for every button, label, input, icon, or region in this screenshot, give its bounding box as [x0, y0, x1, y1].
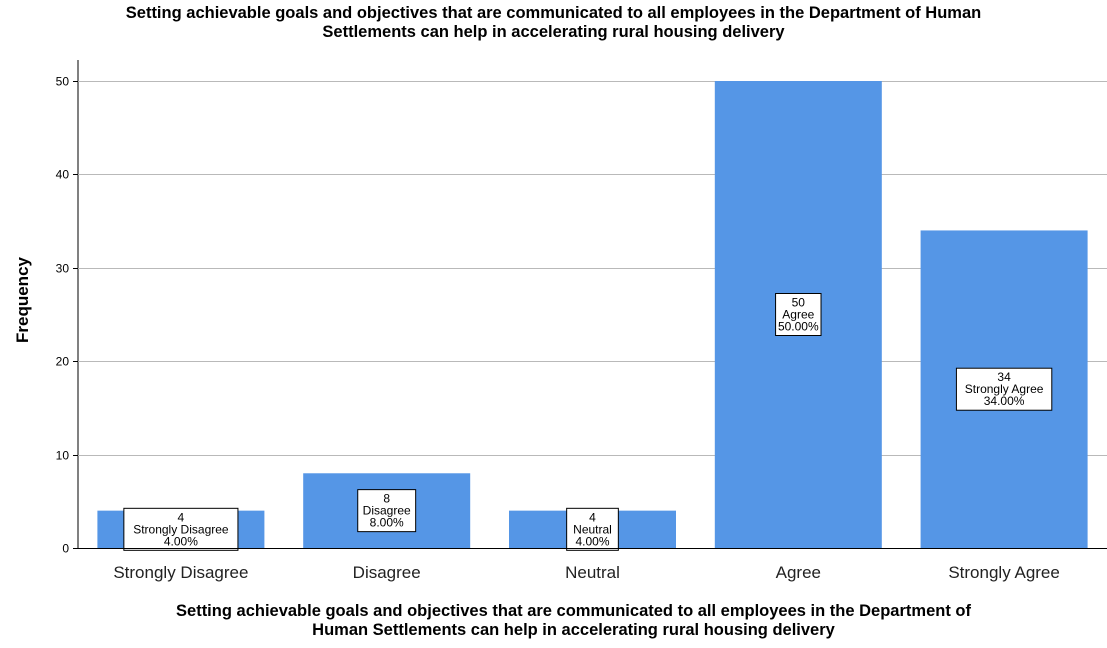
x-axis-title-line-2: Human Settlements can help in accelerati… [312, 621, 835, 639]
x-axis-title: Setting achievable goals and objectives … [40, 602, 1107, 640]
data-label: 34 [997, 370, 1011, 384]
data-label: 4.00% [164, 534, 198, 548]
data-label: 8 [383, 492, 390, 506]
data-label-box [566, 507, 619, 551]
x-axis-title-line-1: Setting achievable goals and objectives … [176, 602, 971, 620]
data-label: 50.00% [778, 320, 819, 334]
data-label: 4 [589, 510, 596, 524]
data-label: Neutral [573, 522, 612, 536]
x-tick-label: Strongly Agree [948, 563, 1060, 582]
chart-title: Setting achievable goals and objectives … [0, 4, 1107, 42]
data-label: Strongly Agree [965, 382, 1044, 396]
data-label-box [955, 367, 1053, 411]
data-label: 8.00% [370, 516, 404, 530]
y-tick-label: 40 [56, 168, 70, 182]
x-tick-label: Strongly Disagree [113, 563, 248, 582]
data-label-box [357, 489, 417, 533]
x-tick-label: Neutral [565, 563, 620, 582]
y-tick-label: 0 [62, 542, 69, 556]
x-tick-label: Disagree [353, 563, 421, 582]
data-label: Agree [782, 308, 814, 322]
x-tick-label: Agree [776, 563, 821, 582]
y-tick-label: 20 [56, 355, 70, 369]
y-tick-label: 10 [56, 449, 70, 463]
data-label: 50 [792, 296, 806, 310]
data-label: Disagree [363, 504, 411, 518]
chart-title-line-1: Setting achievable goals and objectives … [125, 4, 982, 22]
data-label: 34.00% [984, 394, 1025, 408]
data-label-box [775, 293, 822, 336]
y-tick-label: 30 [56, 262, 70, 276]
data-label-box [123, 507, 239, 551]
data-label: 4.00% [575, 534, 609, 548]
data-label: 4 [178, 510, 185, 524]
chart-title-line-2: Settlements can help in accelerating rur… [322, 23, 785, 41]
data-label: Strongly Disagree [133, 522, 229, 536]
y-tick-label: 50 [56, 75, 70, 89]
